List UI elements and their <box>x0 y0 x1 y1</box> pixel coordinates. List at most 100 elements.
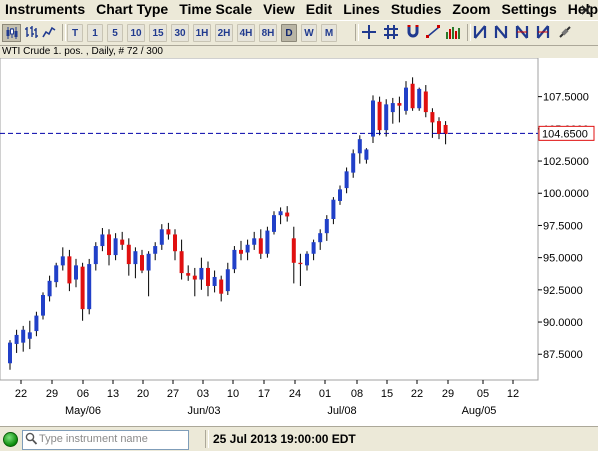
volume-button[interactable] <box>444 24 464 40</box>
y-tick-label: 92.5000 <box>543 285 583 297</box>
candle-up <box>153 246 158 254</box>
candle-up <box>324 219 329 234</box>
candle-down <box>166 229 171 235</box>
candle-up <box>357 139 362 154</box>
y-tick-label: 107.5000 <box>543 92 589 104</box>
menu-bar: Instruments Chart Type Time Scale View E… <box>0 0 598 19</box>
candle-down <box>80 266 85 310</box>
bar-chart-button[interactable] <box>22 24 40 40</box>
candle-down <box>107 234 111 256</box>
month-label: Jun/03 <box>187 405 220 417</box>
period-button-15[interactable]: 15 <box>149 24 167 42</box>
candle-down <box>377 101 382 131</box>
y-tick-label: 100.0000 <box>543 188 589 200</box>
candle-up <box>199 267 204 280</box>
candlestick-icon <box>6 27 17 39</box>
crosshair-button[interactable] <box>360 24 378 40</box>
candle-down <box>140 255 144 271</box>
period-button-w[interactable]: W <box>301 24 317 42</box>
period-button-t[interactable]: T <box>67 24 83 42</box>
x-tick-label: 01 <box>319 388 331 400</box>
candle-up <box>93 246 98 265</box>
buy-sell-3-button[interactable] <box>513 24 531 40</box>
menu-lines[interactable]: Lines <box>343 1 380 17</box>
candlestick-button[interactable] <box>2 24 21 42</box>
buy-sell-2-button[interactable] <box>492 24 510 40</box>
status-bar: 25 Jul 2013 19:00:00 EDT <box>0 426 598 451</box>
candle-down <box>186 273 191 276</box>
magnet-button[interactable] <box>404 24 422 40</box>
volume-icon <box>446 27 460 39</box>
period-button-d[interactable]: D <box>281 24 297 42</box>
line-study-button[interactable] <box>424 24 442 40</box>
price-chart: 87.5000 90.0000 92.5000 95.0000 97.5000 100.0… <box>0 58 595 417</box>
period-button-m[interactable]: M <box>321 24 337 42</box>
candle-down <box>423 91 428 113</box>
candle-up <box>265 230 270 254</box>
current-price-box <box>538 125 595 141</box>
candle-up <box>331 199 336 219</box>
month-label: Jul/08 <box>327 405 356 417</box>
grid-button[interactable] <box>382 24 400 40</box>
menu-settings[interactable]: Settings <box>501 1 557 17</box>
instrument-search-box[interactable] <box>22 430 189 450</box>
menu-help[interactable]: Help <box>567 1 598 17</box>
period-button-4h[interactable]: 4H <box>237 24 255 42</box>
candle-down <box>173 234 177 252</box>
candle-up <box>146 253 151 271</box>
buy-sell-1-button[interactable] <box>471 24 489 40</box>
period-button-1h[interactable]: 1H <box>193 24 211 42</box>
candle-down <box>430 112 435 123</box>
candle-up <box>27 332 32 339</box>
close-chart-button[interactable]: × <box>578 1 594 18</box>
period-button-5[interactable]: 5 <box>107 24 123 42</box>
candle-down <box>67 256 72 284</box>
chart-area[interactable]: 87.5000 90.0000 92.5000 95.0000 97.5000 100.0… <box>0 58 598 430</box>
candle-up <box>384 104 389 131</box>
candle-up <box>311 242 316 254</box>
period-button-8h[interactable]: 8H <box>259 24 277 42</box>
candle-up <box>305 253 309 266</box>
x-tick-label: 27 <box>167 388 179 400</box>
toolbar-separator <box>62 24 66 41</box>
candle-up <box>404 87 408 111</box>
menu-view[interactable]: View <box>263 1 295 17</box>
candle-up <box>8 342 12 364</box>
menu-studies[interactable]: Studies <box>390 1 442 17</box>
candle-up <box>245 244 250 253</box>
month-label: May/06 <box>65 405 101 417</box>
x-tick-label: 24 <box>289 388 301 400</box>
plot-frame <box>0 58 539 381</box>
connection-button[interactable] <box>556 24 574 40</box>
period-button-2h[interactable]: 2H <box>215 24 233 42</box>
y-tick-label: 97.5000 <box>543 220 583 232</box>
menu-edit[interactable]: Edit <box>305 1 333 17</box>
x-tick-label: 20 <box>137 388 149 400</box>
buy-sell-4-button[interactable] <box>534 24 552 40</box>
candle-up <box>133 251 138 265</box>
candle-down <box>219 279 224 294</box>
period-button-30[interactable]: 30 <box>171 24 189 42</box>
candle-down <box>285 212 290 217</box>
period-button-10[interactable]: 10 <box>127 24 145 42</box>
instrument-input[interactable] <box>39 432 184 446</box>
candle-up <box>371 100 375 137</box>
current-price-label: 104.6500 <box>542 128 588 140</box>
period-button-1[interactable]: 1 <box>87 24 103 42</box>
candle-up <box>344 171 349 189</box>
menu-chart-type[interactable]: Chart Type <box>96 1 169 17</box>
candle-up <box>113 238 118 256</box>
bar-chart-icon <box>25 26 38 38</box>
toolbar-separator <box>467 24 471 41</box>
candle-up <box>74 265 78 280</box>
magnet-icon <box>407 25 419 38</box>
y-tick-label: 90.0000 <box>543 317 583 329</box>
x-tick-label: 12 <box>507 388 519 400</box>
line-chart-button[interactable] <box>40 24 58 40</box>
candle-down <box>126 244 131 265</box>
menu-zoom[interactable]: Zoom <box>452 1 491 17</box>
candle-down <box>239 249 243 254</box>
menu-instruments[interactable]: Instruments <box>5 1 86 17</box>
menu-time-scale[interactable]: Time Scale <box>179 1 253 17</box>
search-icon <box>25 432 38 445</box>
